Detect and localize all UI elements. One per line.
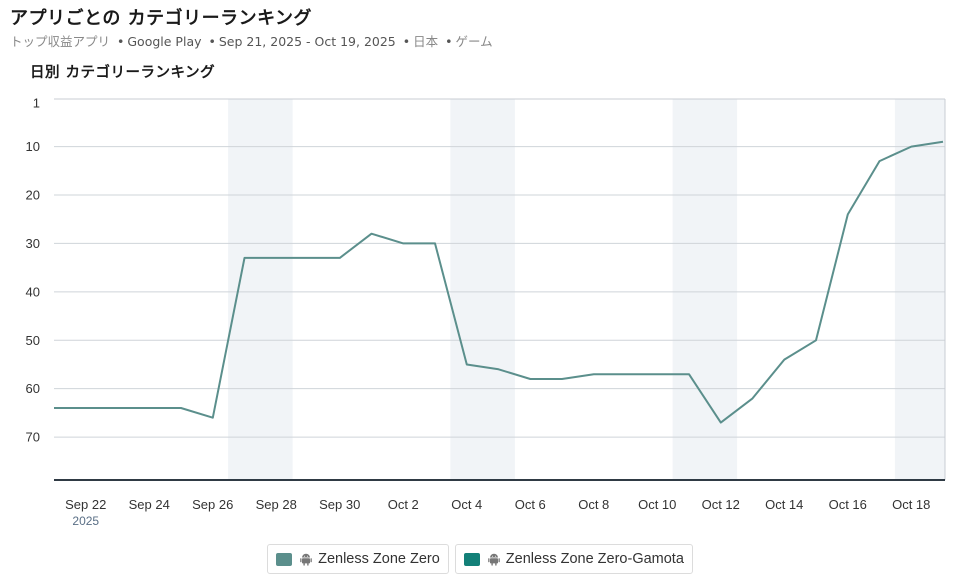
y-tick-label: 40 — [26, 284, 40, 299]
x-tick-label: Oct 12 — [702, 497, 740, 512]
weekend-band — [894, 99, 945, 480]
legend-label: Zenless Zone Zero-Gamota — [505, 551, 684, 567]
subtitle-separator: • — [117, 34, 125, 49]
page-subtitle: トップ収益アプリ • Google Play • Sep 21, 2025 - Oc… — [10, 31, 493, 50]
legend-swatch — [463, 552, 480, 566]
x-tick-label: Sep 24 — [129, 497, 170, 512]
x-tick-label: Sep 22 — [65, 497, 106, 512]
x-tick-label: Oct 6 — [515, 497, 546, 512]
x-tick-label: Sep 26 — [192, 497, 233, 512]
x-tick-label: Oct 2 — [388, 497, 419, 512]
y-tick-label: 1 — [33, 96, 40, 111]
x-tick-label: Oct 18 — [892, 497, 930, 512]
series-lines — [54, 140, 944, 424]
y-tick-label: 70 — [26, 430, 40, 445]
x-tick-label: Oct 4 — [451, 497, 482, 512]
x-axis: Sep 22 Sep 24 Sep 26 Sep 28 Sep 30 Oct 2 Oct 4… — [65, 497, 930, 528]
legend-item-zenless-zone-zero[interactable]: Zenless Zone Zero — [267, 544, 449, 574]
grid-lines — [54, 98, 946, 481]
subtitle-separator: • — [208, 34, 216, 49]
legend-label: Zenless Zone Zero — [318, 551, 440, 567]
ranking-chart: 1 10 20 30 40 50 60 70 Sep 22 Sep 24 Sep 26 Sep 28… — [26, 96, 946, 528]
android-icon — [300, 553, 312, 566]
subtitle-store: Google Play — [127, 34, 202, 49]
x-tick-label: Sep 30 — [319, 497, 360, 512]
subtitle-separator: • — [445, 34, 453, 49]
legend: Zenless Zone Zero Zenless Zone Zero-Gamo… — [0, 544, 960, 574]
y-axis: 1 10 20 30 40 50 60 70 — [26, 96, 40, 445]
page-title: アプリごとの カテゴリーランキング — [10, 8, 313, 29]
y-tick-label: 30 — [26, 236, 40, 251]
weekend-bands — [228, 99, 945, 480]
y-tick-label: 60 — [26, 381, 40, 396]
weekend-band — [672, 99, 738, 480]
legend-item-zenless-zone-zero-gamota[interactable]: Zenless Zone Zero-Gamota — [454, 544, 693, 574]
series-line — [54, 140, 944, 424]
chart-title: 日別 カテゴリーランキング — [30, 65, 216, 81]
subtitle-country: 日本 — [413, 34, 439, 49]
y-tick-label: 20 — [26, 187, 40, 202]
x-tick-label: Oct 14 — [765, 497, 803, 512]
subtitle-category: ゲーム — [455, 34, 493, 49]
x-tick-label: Oct 10 — [638, 497, 676, 512]
x-tick-label: Sep 28 — [256, 497, 297, 512]
subtitle-metric: トップ収益アプリ — [10, 34, 111, 49]
weekend-band — [450, 99, 515, 480]
x-year-label: 2025 — [72, 514, 99, 528]
legend-swatch — [276, 552, 293, 566]
x-tick-label: Oct 16 — [829, 497, 867, 512]
y-tick-label: 10 — [26, 139, 40, 154]
y-tick-label: 50 — [26, 333, 40, 348]
android-icon — [487, 553, 500, 566]
x-tick-label: Oct 8 — [578, 497, 609, 512]
subtitle-date-range: Sep 21, 2025 - Oct 19, 2025 — [218, 34, 396, 49]
subtitle-separator: • — [402, 34, 411, 49]
